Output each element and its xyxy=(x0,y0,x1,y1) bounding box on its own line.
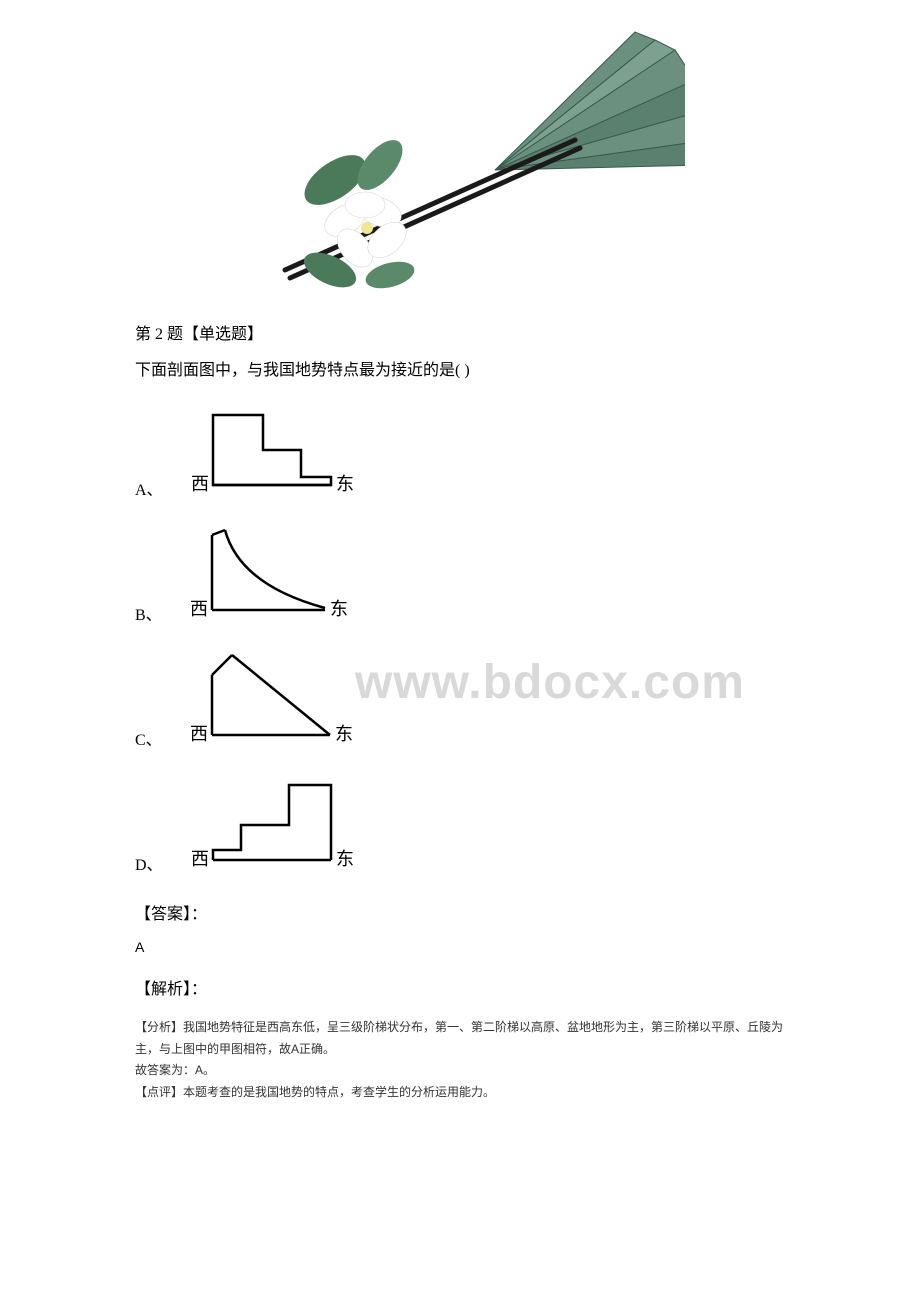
option-a-label: A、 xyxy=(135,476,163,500)
option-b-diagram: 西 东 xyxy=(170,520,360,630)
question-number: 第 2 题【单选题】 xyxy=(135,320,785,344)
analysis-heading: 【解析】： xyxy=(135,975,785,999)
east-label: 东 xyxy=(336,849,354,869)
west-label: 西 xyxy=(191,849,209,869)
option-b-label: B、 xyxy=(135,601,162,625)
question-prompt: 下面剖面图中，与我国地势特点最为接近的是( ) xyxy=(135,356,785,380)
west-label: 西 xyxy=(190,724,208,744)
answer-heading: 【答案】： xyxy=(135,900,785,924)
east-label: 东 xyxy=(335,724,353,744)
option-c-diagram: 西 东 xyxy=(170,645,360,755)
answer-value: A xyxy=(135,939,785,955)
option-a-row: A、 西 东 xyxy=(135,395,785,505)
option-b-row: B、 西 东 xyxy=(135,520,785,630)
west-label: 西 xyxy=(191,474,209,494)
option-d-diagram: 西 东 xyxy=(171,770,361,880)
option-c-label: C、 xyxy=(135,726,162,750)
analysis-body: 【分析】我国地势特征是西高东低，呈三级阶梯状分布，第一、第二阶梯以高原、盆地地形… xyxy=(135,1017,785,1103)
east-label: 东 xyxy=(336,474,354,494)
west-label: 西 xyxy=(190,599,208,619)
option-c-row: C、 西 东 xyxy=(135,645,785,755)
option-a-diagram: 西 东 xyxy=(171,395,361,505)
east-label: 东 xyxy=(330,599,348,619)
analysis-line-2: 故答案为：A。 xyxy=(135,1060,785,1082)
decorative-fan-flower-image xyxy=(235,30,685,290)
analysis-line-3: 【点评】本题考查的是我国地势的特点，考查学生的分析运用能力。 xyxy=(135,1082,785,1104)
analysis-line-1: 【分析】我国地势特征是西高东低，呈三级阶梯状分布，第一、第二阶梯以高原、盆地地形… xyxy=(135,1017,785,1060)
option-d-row: D、 西 东 xyxy=(135,770,785,880)
option-d-label: D、 xyxy=(135,851,163,875)
